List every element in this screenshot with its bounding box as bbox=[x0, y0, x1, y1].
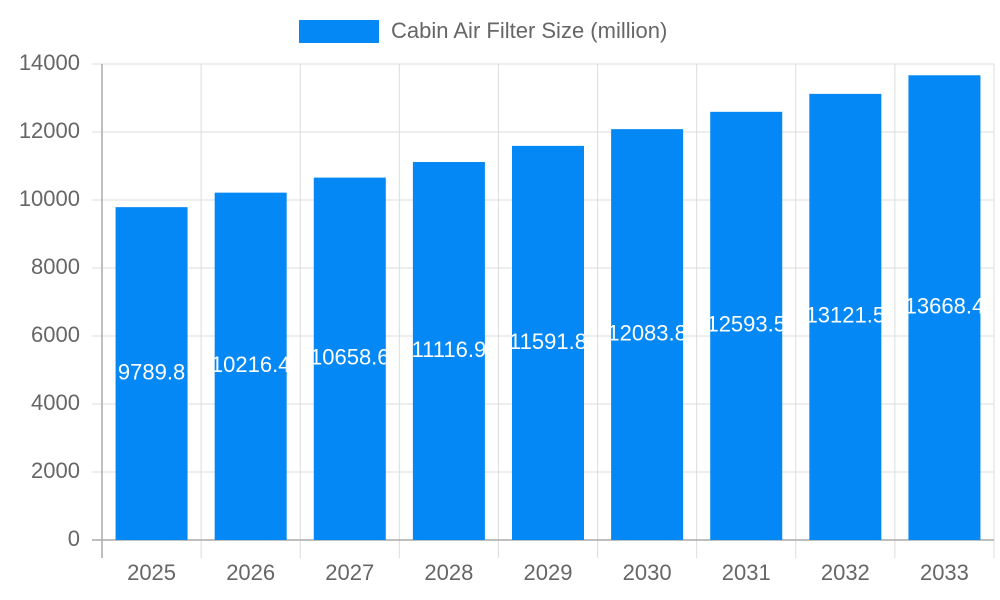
y-tick-label: 14000 bbox=[19, 50, 80, 75]
x-tick-label: 2026 bbox=[226, 560, 275, 585]
data-label: 10216.4 bbox=[211, 352, 291, 377]
bar bbox=[412, 162, 485, 541]
bar bbox=[611, 129, 684, 540]
x-tick-label: 2025 bbox=[127, 560, 176, 585]
data-label: 11591.8 bbox=[509, 329, 587, 354]
data-label: 13121.5 bbox=[806, 303, 886, 328]
data-label: 10658.6 bbox=[310, 345, 390, 370]
y-tick-label: 2000 bbox=[31, 458, 80, 483]
data-label: 13668.4 bbox=[905, 293, 985, 318]
x-tick-label: 2027 bbox=[325, 560, 374, 585]
x-tick-label: 2031 bbox=[722, 560, 771, 585]
x-tick-label: 2030 bbox=[623, 560, 672, 585]
legend-label: Cabin Air Filter Size (million) bbox=[391, 18, 667, 43]
x-tick-label: 2033 bbox=[920, 560, 969, 585]
bar bbox=[809, 93, 882, 540]
bar bbox=[512, 145, 584, 541]
y-tick-label: 12000 bbox=[19, 118, 80, 143]
y-tick-label: 0 bbox=[68, 526, 80, 551]
bar bbox=[908, 75, 981, 540]
bar bbox=[313, 177, 386, 540]
legend-swatch bbox=[299, 20, 379, 43]
bar bbox=[214, 192, 287, 540]
y-tick-label: 8000 bbox=[31, 254, 80, 279]
bar bbox=[710, 111, 783, 541]
data-label: 9789.8 bbox=[118, 359, 185, 384]
y-tick-label: 4000 bbox=[31, 390, 80, 415]
bar bbox=[115, 207, 188, 541]
data-label: 12083.8 bbox=[607, 320, 687, 345]
data-label: 12593.5 bbox=[706, 312, 786, 337]
x-tick-label: 2028 bbox=[424, 560, 473, 585]
data-label: 11116.9 bbox=[412, 337, 487, 362]
x-tick-label: 2032 bbox=[821, 560, 870, 585]
x-tick-label: 2029 bbox=[524, 560, 573, 585]
y-tick-label: 6000 bbox=[31, 322, 80, 347]
y-tick-label: 10000 bbox=[19, 186, 80, 211]
